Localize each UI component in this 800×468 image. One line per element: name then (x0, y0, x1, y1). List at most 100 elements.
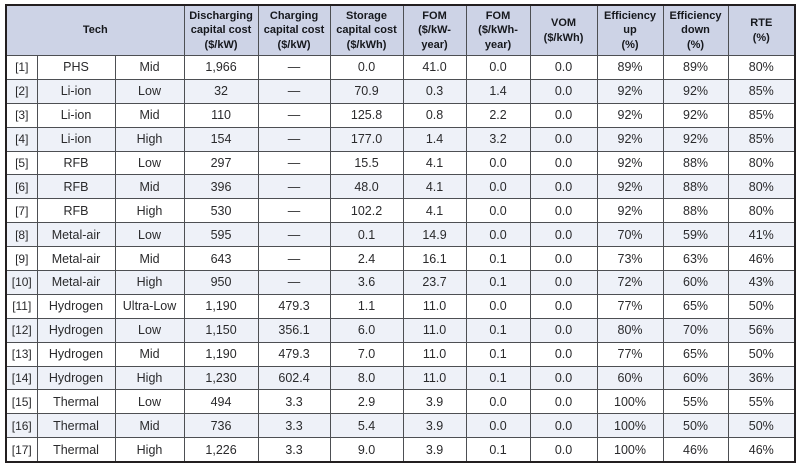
rte-cell: 46% (727, 437, 796, 463)
row-id-cell: [17] (5, 437, 38, 463)
table-row: [17] Thermal High 1,226 3.3 9.0 3.9 0.1 … (5, 437, 796, 463)
header-charging-capital-cost: Charging capital cost ($/kW) (257, 4, 331, 56)
tech-name-cell: Hydrogen (36, 317, 116, 343)
storage-capital-cost-cell: 15.5 (329, 150, 404, 176)
rte-cell: 56% (727, 317, 796, 343)
fom-kw-year-cell: 11.0 (402, 317, 467, 343)
tech-name-cell: Metal-air (36, 270, 116, 295)
table-row: [16] Thermal Mid 736 3.3 5.4 3.9 0.0 0.0… (5, 413, 796, 439)
vom-cell: 0.0 (529, 150, 598, 176)
discharging-capital-cost-cell: 1,150 (183, 317, 259, 343)
efficiency-up-cell: 70% (596, 222, 664, 248)
header-efficiency-up: Efficiency up (%) (596, 4, 664, 56)
fom-kwh-year-cell: 0.0 (465, 150, 531, 176)
fom-kwh-year-cell: 0.0 (465, 174, 531, 200)
fom-kw-year-cell: 14.9 (402, 222, 467, 248)
table-row: [3] Li-ion Mid 110 — 125.8 0.8 2.2 0.0 9… (5, 102, 796, 128)
row-id-cell: [16] (5, 413, 38, 439)
rte-cell: 80% (727, 55, 796, 80)
discharging-capital-cost-cell: 32 (183, 78, 259, 104)
row-id-cell: [3] (5, 102, 38, 128)
discharging-capital-cost-cell: 1,230 (183, 365, 259, 391)
fom-kwh-year-cell: 0.1 (465, 246, 531, 272)
charging-capital-cost-cell: — (257, 78, 331, 104)
fom-kwh-year-cell: 0.0 (465, 222, 531, 248)
discharging-capital-cost-cell: 643 (183, 246, 259, 272)
efficiency-up-cell: 80% (596, 317, 664, 343)
cost-case-cell: High (114, 270, 185, 295)
charging-capital-cost-cell: — (257, 270, 331, 295)
tech-name-cell: Metal-air (36, 222, 116, 248)
storage-capital-cost-cell: 5.4 (329, 413, 404, 439)
fom-kwh-year-cell: 0.1 (465, 317, 531, 343)
storage-capital-cost-cell: 177.0 (329, 126, 404, 152)
efficiency-down-cell: 92% (662, 78, 729, 104)
table-row: [1] PHS Mid 1,966 — 0.0 41.0 0.0 0.0 89%… (5, 55, 796, 80)
efficiency-up-cell: 92% (596, 78, 664, 104)
charging-capital-cost-cell: — (257, 198, 331, 224)
cost-case-cell: Mid (114, 341, 185, 367)
tech-name-cell: Metal-air (36, 246, 116, 272)
table-row: [13] Hydrogen Mid 1,190 479.3 7.0 11.0 0… (5, 341, 796, 367)
storage-capital-cost-cell: 70.9 (329, 78, 404, 104)
table-row: [7] RFB High 530 — 102.2 4.1 0.0 0.0 92%… (5, 198, 796, 224)
fom-kw-year-cell: 41.0 (402, 55, 467, 80)
table-row: [4] Li-ion High 154 — 177.0 1.4 3.2 0.0 … (5, 126, 796, 152)
vom-cell: 0.0 (529, 270, 598, 295)
vom-cell: 0.0 (529, 365, 598, 391)
table-row: [10] Metal-air High 950 — 3.6 23.7 0.1 0… (5, 270, 796, 295)
rte-cell: 43% (727, 270, 796, 295)
row-id-cell: [9] (5, 246, 38, 272)
fom-kwh-year-cell: 0.1 (465, 365, 531, 391)
efficiency-down-cell: 92% (662, 102, 729, 128)
tech-name-cell: Li-ion (36, 102, 116, 128)
charging-capital-cost-cell: — (257, 174, 331, 200)
table-row: [14] Hydrogen High 1,230 602.4 8.0 11.0 … (5, 365, 796, 391)
fom-kw-year-cell: 11.0 (402, 341, 467, 367)
discharging-capital-cost-cell: 154 (183, 126, 259, 152)
charging-capital-cost-cell: 3.3 (257, 389, 331, 415)
header-rte: RTE (%) (727, 4, 796, 56)
cost-case-cell: Low (114, 317, 185, 343)
vom-cell: 0.0 (529, 437, 598, 463)
table-row: [11] Hydrogen Ultra-Low 1,190 479.3 1.1 … (5, 293, 796, 319)
storage-capital-cost-cell: 8.0 (329, 365, 404, 391)
efficiency-up-cell: 60% (596, 365, 664, 391)
charging-capital-cost-cell: 602.4 (257, 365, 331, 391)
efficiency-up-cell: 72% (596, 270, 664, 295)
fom-kw-year-cell: 11.0 (402, 293, 467, 319)
vom-cell: 0.0 (529, 293, 598, 319)
header-tech: Tech (5, 4, 185, 56)
discharging-capital-cost-cell: 1,190 (183, 341, 259, 367)
storage-capital-cost-cell: 2.4 (329, 246, 404, 272)
vom-cell: 0.0 (529, 126, 598, 152)
tech-name-cell: Thermal (36, 389, 116, 415)
vom-cell: 0.0 (529, 317, 598, 343)
efficiency-down-cell: 88% (662, 150, 729, 176)
efficiency-down-cell: 59% (662, 222, 729, 248)
header-fom-kw-year: FOM ($/kW- year) (402, 4, 467, 56)
discharging-capital-cost-cell: 1,226 (183, 437, 259, 463)
storage-capital-cost-cell: 0.0 (329, 55, 404, 80)
efficiency-down-cell: 55% (662, 389, 729, 415)
rte-cell: 50% (727, 293, 796, 319)
efficiency-down-cell: 88% (662, 198, 729, 224)
discharging-capital-cost-cell: 595 (183, 222, 259, 248)
row-id-cell: [8] (5, 222, 38, 248)
tech-name-cell: Li-ion (36, 78, 116, 104)
efficiency-down-cell: 46% (662, 437, 729, 463)
row-id-cell: [2] (5, 78, 38, 104)
fom-kwh-year-cell: 0.0 (465, 198, 531, 224)
rte-cell: 46% (727, 246, 796, 272)
cost-case-cell: Mid (114, 102, 185, 128)
vom-cell: 0.0 (529, 55, 598, 80)
discharging-capital-cost-cell: 736 (183, 413, 259, 439)
fom-kwh-year-cell: 1.4 (465, 78, 531, 104)
discharging-capital-cost-cell: 530 (183, 198, 259, 224)
row-id-cell: [12] (5, 317, 38, 343)
vom-cell: 0.0 (529, 246, 598, 272)
cost-case-cell: Low (114, 150, 185, 176)
tech-name-cell: Hydrogen (36, 341, 116, 367)
storage-capital-cost-cell: 9.0 (329, 437, 404, 463)
row-id-cell: [6] (5, 174, 38, 200)
